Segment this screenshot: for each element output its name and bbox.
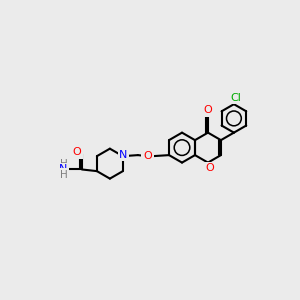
Text: H: H bbox=[59, 170, 67, 180]
Text: N: N bbox=[59, 164, 68, 175]
Text: H: H bbox=[59, 159, 67, 169]
Text: O: O bbox=[204, 105, 212, 115]
Text: O: O bbox=[72, 147, 81, 158]
Text: Cl: Cl bbox=[230, 93, 241, 103]
Text: O: O bbox=[143, 151, 152, 161]
Text: O: O bbox=[205, 163, 214, 173]
Text: N: N bbox=[119, 150, 128, 160]
